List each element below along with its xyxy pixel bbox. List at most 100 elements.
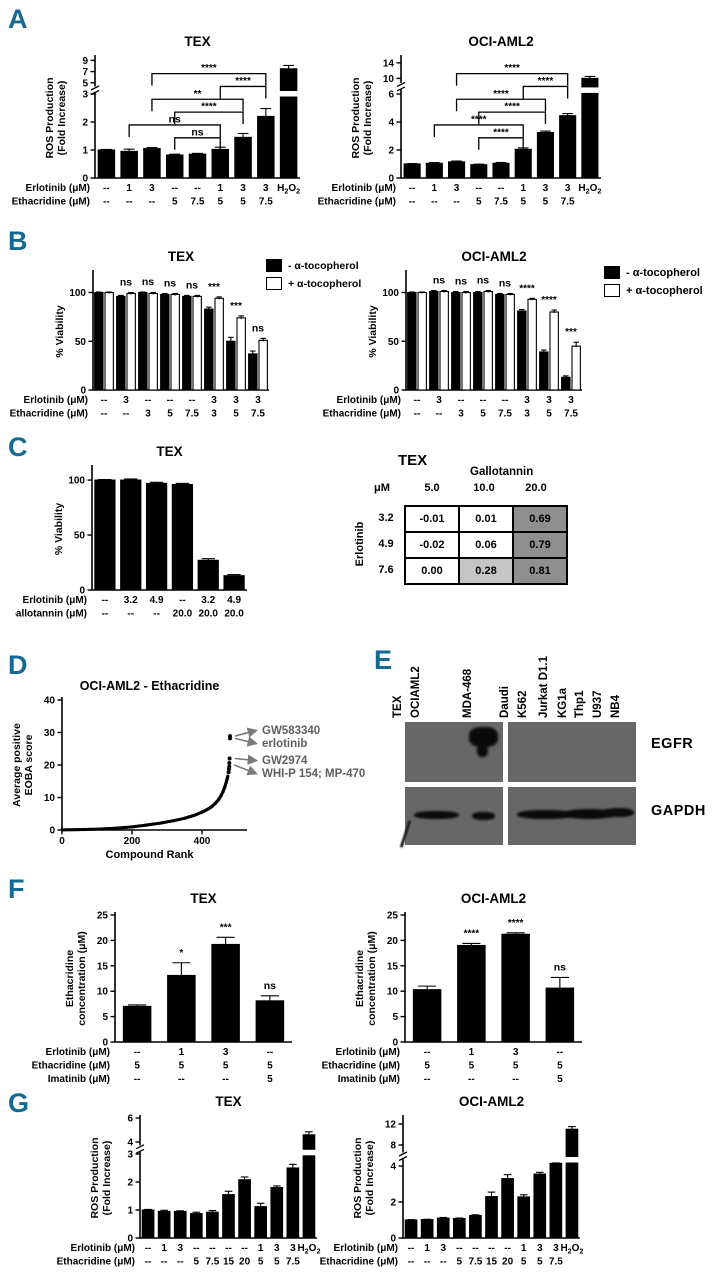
blot-protein-label: GAPDH: [651, 803, 706, 819]
svg-text:--: --: [193, 1243, 200, 1254]
svg-text:6: 6: [127, 1114, 133, 1125]
svg-text:10: 10: [387, 987, 399, 998]
svg-text:0: 0: [102, 1038, 108, 1049]
svg-text:--: --: [167, 395, 174, 406]
svg-text:5: 5: [521, 1257, 527, 1268]
svg-text:Ethacridine (μM): Ethacridine (μM): [318, 197, 396, 208]
svg-text:ns: ns: [142, 276, 154, 288]
svg-text:20: 20: [97, 936, 109, 947]
svg-text:5: 5: [424, 1061, 430, 1072]
svg-text:3: 3: [255, 395, 261, 406]
svg-text:1: 1: [258, 1243, 264, 1254]
svg-text:50: 50: [74, 531, 86, 542]
svg-text:TEX: TEX: [190, 891, 216, 906]
svg-text:Erlotinib (μM): Erlotinib (μM): [336, 1047, 400, 1058]
svg-text:****: ****: [201, 102, 217, 113]
svg-text:20: 20: [387, 936, 399, 947]
svg-text:0: 0: [82, 174, 88, 185]
legend-item: + α-tocopherol: [266, 277, 361, 290]
svg-text:ROS Production: ROS Production: [44, 77, 56, 158]
svg-text:ns: ns: [554, 961, 566, 973]
table-unit-label: μM: [374, 482, 390, 494]
legend-label: + α-tocopherol: [626, 284, 703, 297]
svg-text:OCI-AML2: OCI-AML2: [461, 249, 526, 264]
lane-label: K562: [517, 690, 529, 719]
svg-text:5: 5: [102, 1012, 108, 1023]
svg-text:3: 3: [553, 1243, 559, 1254]
svg-text:7.5: 7.5: [205, 1257, 219, 1268]
table-cell: 0.01: [458, 505, 514, 533]
svg-text:% Viability: % Viability: [54, 305, 66, 357]
svg-text:ROS Production: ROS Production: [89, 1137, 101, 1218]
white-swatch-icon: [266, 277, 282, 290]
svg-text:--: --: [127, 609, 134, 620]
svg-text:--: --: [488, 1243, 495, 1254]
svg-text:40: 40: [44, 696, 56, 707]
svg-text:--: --: [498, 183, 505, 194]
svg-text:3: 3: [223, 1047, 229, 1058]
svg-text:****: ****: [201, 63, 217, 74]
svg-text:OCI-AML2: OCI-AML2: [468, 34, 533, 49]
svg-text:GW583340: GW583340: [262, 725, 320, 737]
table-cell: 0.69: [512, 505, 568, 533]
svg-text:--: --: [145, 395, 152, 406]
svg-text:Ethacridine: Ethacridine: [354, 950, 366, 1007]
lane-label: KG1a: [557, 687, 569, 718]
svg-text:**: **: [194, 89, 202, 100]
svg-text:15: 15: [97, 961, 109, 972]
svg-text:7.5: 7.5: [561, 197, 575, 208]
svg-text:ns: ns: [499, 277, 511, 289]
panel-label-e: E: [374, 645, 393, 675]
svg-text:--: --: [409, 183, 416, 194]
svg-text:5: 5: [223, 1061, 229, 1072]
svg-text:5: 5: [267, 1074, 273, 1085]
table-cell: 0.81: [512, 557, 568, 585]
svg-text:100: 100: [68, 476, 85, 487]
svg-text:20: 20: [502, 1257, 514, 1268]
svg-text:50: 50: [75, 337, 87, 348]
svg-text:--: --: [225, 1243, 232, 1254]
lane-label: NB4: [610, 694, 622, 718]
svg-text:10: 10: [44, 793, 56, 804]
svg-text:3: 3: [565, 183, 571, 194]
svg-text:--: --: [557, 1047, 564, 1058]
legend-label: + α-tocopherol: [288, 277, 362, 290]
svg-text:1: 1: [126, 183, 132, 194]
svg-text:5: 5: [233, 409, 239, 420]
chart-g-oci: 0 2 4 8 12 OCI-AML2 ROS Production (Fold Increa…: [283, 1092, 588, 1276]
svg-text:--: --: [408, 1257, 415, 1268]
svg-text:--: --: [424, 1047, 431, 1058]
svg-text:--: --: [453, 197, 460, 208]
blot-band: [472, 812, 495, 820]
svg-text:20: 20: [239, 1257, 251, 1268]
svg-text:--: --: [424, 1257, 431, 1268]
svg-text:****: ****: [538, 76, 554, 87]
svg-text:3: 3: [145, 409, 151, 420]
svg-text:--: --: [153, 609, 160, 620]
svg-text:TEX: TEX: [168, 249, 194, 264]
table-col-header: 10.0: [473, 482, 495, 494]
svg-text:25: 25: [97, 911, 109, 922]
svg-text:--: --: [149, 197, 156, 208]
svg-text:5: 5: [194, 1257, 200, 1268]
table-cell: -0.02: [404, 531, 460, 559]
svg-text:10: 10: [97, 987, 109, 998]
svg-text:3: 3: [537, 1243, 543, 1254]
svg-text:--: --: [512, 1074, 519, 1085]
lane-label: Thp1: [574, 690, 586, 718]
svg-text:concentration (μM): concentration (μM): [76, 931, 88, 1026]
svg-text:4.9: 4.9: [227, 595, 241, 606]
svg-text:--: --: [456, 1243, 463, 1254]
table-row-label: 7.6: [378, 564, 394, 576]
blot-blob: [477, 744, 488, 757]
svg-text:Ethacridine (μM): Ethacridine (μM): [320, 1257, 398, 1268]
chart-b-oci: 0 50 100 ns ns ns ns **** **** *** OCI-AML2% Viabi…: [318, 240, 590, 430]
svg-text:4: 4: [388, 118, 394, 129]
panel-label-f: F: [8, 874, 25, 904]
legend-item: + α-tocopherol: [604, 284, 703, 297]
svg-text:Ethacridine (μM): Ethacridine (μM): [10, 409, 88, 420]
svg-text:7.5: 7.5: [251, 409, 265, 420]
svg-text:--: --: [171, 183, 178, 194]
svg-text:3: 3: [127, 1150, 133, 1161]
